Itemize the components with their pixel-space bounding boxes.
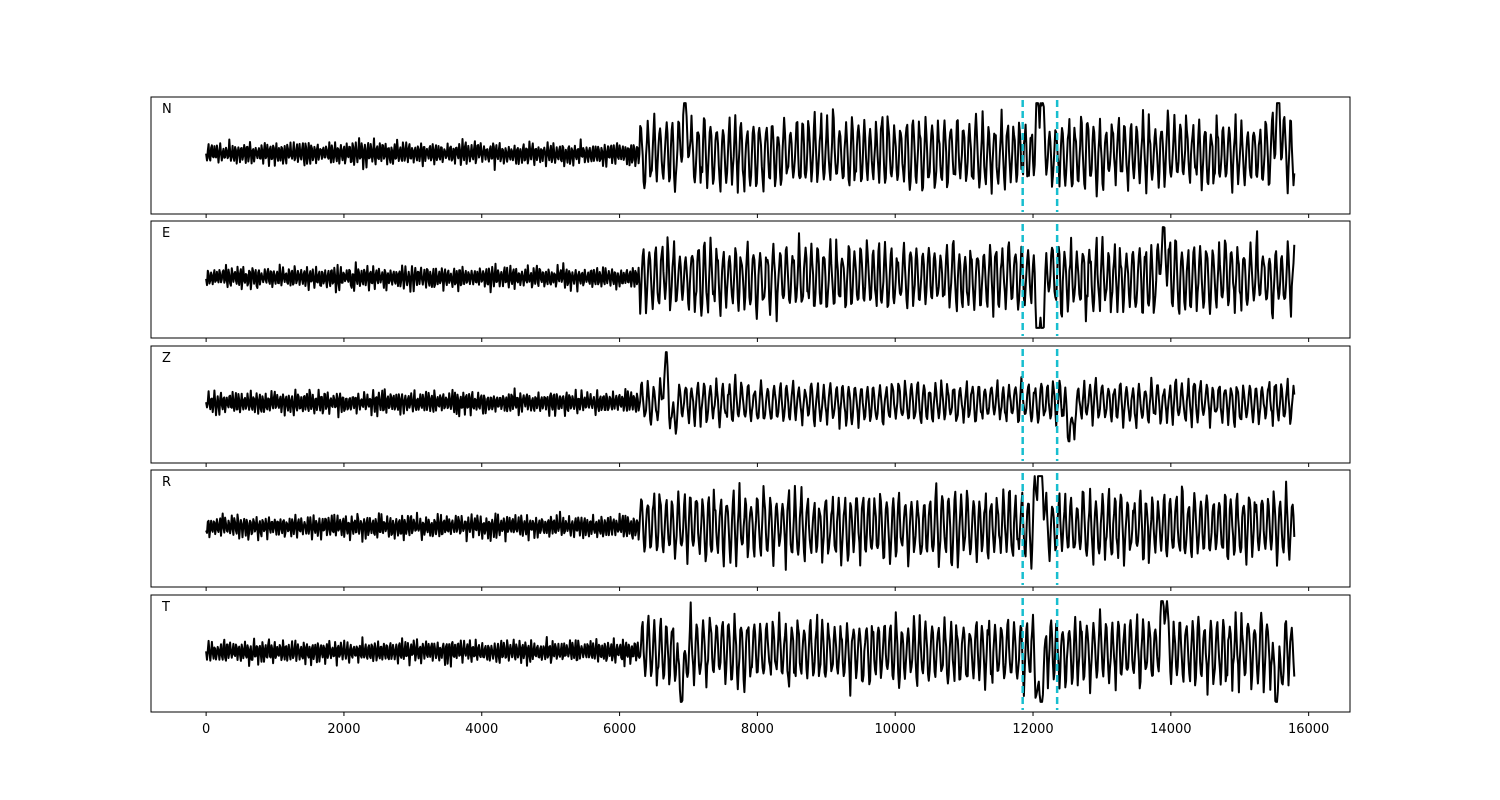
- x-tick-label: 2000: [327, 722, 360, 737]
- channel-label: N: [162, 102, 172, 117]
- trace-z: [205, 351, 1296, 443]
- x-tick-label: 10000: [875, 722, 916, 737]
- panel-frame: [150, 220, 1351, 339]
- panel-frame: [150, 345, 1351, 464]
- x-tick-label: 16000: [1288, 722, 1329, 737]
- panels-group: N E Z R T: [150, 96, 1351, 716]
- x-tick-label: 14000: [1150, 722, 1191, 737]
- trace-e: [205, 226, 1296, 329]
- channel-label: E: [162, 226, 170, 241]
- channel-label: R: [162, 475, 171, 490]
- panel-t: T: [150, 594, 1351, 716]
- x-axis: 0 2000 4000 6000 8000 10000 12000 14000 16000: [202, 722, 1329, 737]
- x-tick-label: 4000: [465, 722, 498, 737]
- x-tick-label: 6000: [603, 722, 636, 737]
- x-tick-label: 8000: [741, 722, 774, 737]
- trace-n: [205, 102, 1296, 198]
- trace-t: [205, 600, 1296, 703]
- channel-label: T: [161, 600, 170, 615]
- panel-r: R: [150, 469, 1351, 591]
- panel-e: E: [150, 220, 1351, 342]
- x-tick-label: 12000: [1012, 722, 1053, 737]
- panel-n: N: [150, 96, 1351, 218]
- panel-z: Z: [150, 345, 1351, 467]
- panel-frame: [150, 469, 1351, 588]
- channel-label: Z: [162, 351, 171, 366]
- panel-frame: [150, 96, 1351, 215]
- x-tick-label: 0: [202, 722, 210, 737]
- trace-r: [205, 475, 1296, 571]
- panel-frame: [150, 594, 1351, 713]
